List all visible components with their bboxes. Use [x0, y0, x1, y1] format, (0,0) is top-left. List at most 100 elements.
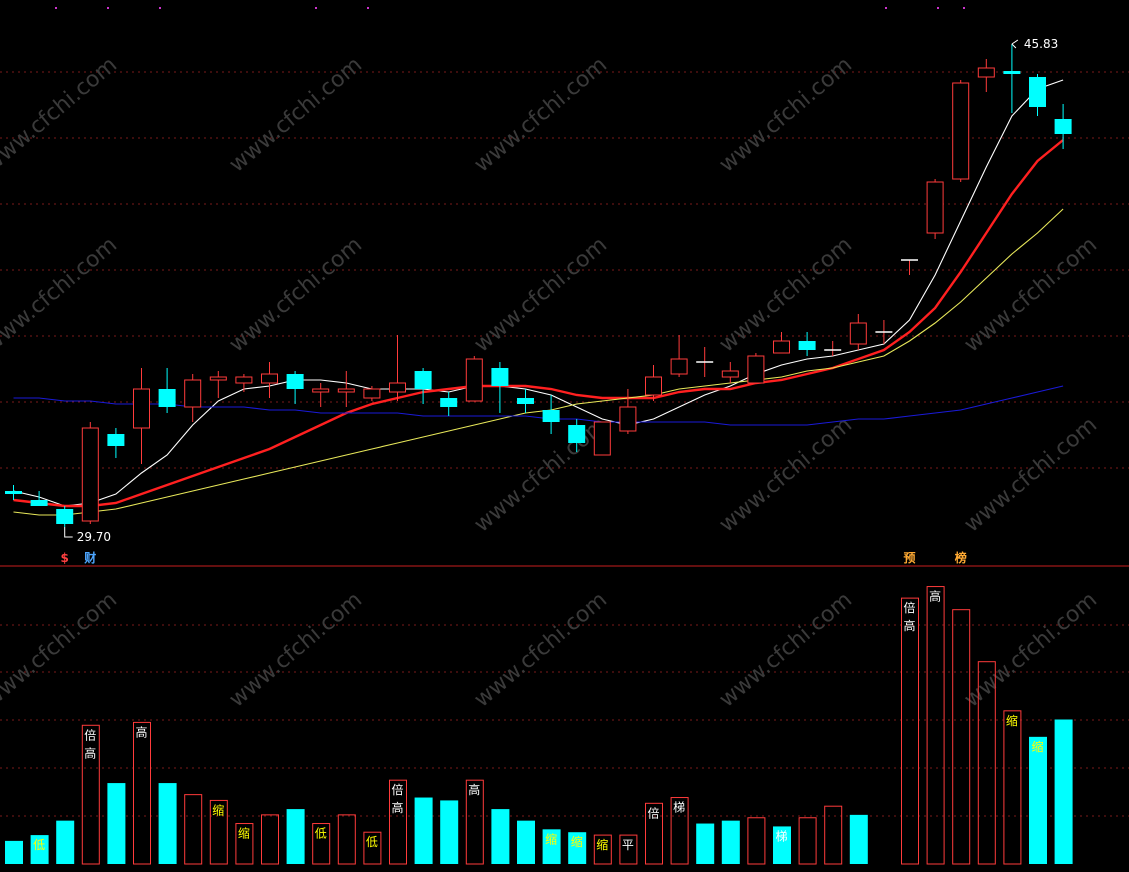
candle-body-up [184, 379, 202, 408]
top-marker-dot [885, 7, 887, 9]
volume-bar-up [261, 814, 279, 865]
volume-tag: 倍 [391, 782, 403, 797]
volume-bar [798, 817, 817, 865]
event-marker: 榜 [955, 550, 967, 565]
candle [645, 365, 662, 401]
volume-bar-down [491, 809, 510, 864]
volume-bar-up [798, 817, 817, 865]
volume-bar [158, 783, 177, 864]
candle [542, 395, 560, 434]
volume-bar-up [184, 794, 203, 865]
volume-bar [977, 661, 996, 865]
candle [721, 362, 739, 383]
watermark-text: www.cfchi.com [715, 52, 857, 177]
volume-bar-down [773, 826, 791, 864]
ma-line-ma10 [13, 139, 1064, 508]
candle-body-down [107, 434, 125, 446]
event-marker: 预 [903, 551, 915, 565]
max-pointer [1011, 39, 1019, 49]
candle [1029, 74, 1046, 116]
watermark-text: www.cfchi.com [0, 587, 122, 712]
volume-bar [696, 823, 715, 864]
volume-bar [747, 817, 766, 865]
candle [158, 368, 176, 413]
top-marker-dot [367, 7, 369, 9]
volume-bar-up [389, 779, 407, 865]
top-marker-dot [937, 7, 939, 9]
volume-bar-up [645, 802, 663, 865]
candle-body-up [926, 181, 944, 234]
volume-bar-down [849, 814, 868, 864]
volume-tag: 缩 [596, 837, 608, 852]
candle-body-down [568, 425, 586, 443]
volume-bar [952, 609, 971, 865]
volume-bar: 高 [133, 721, 151, 865]
volume-bar-down [5, 840, 23, 864]
event-marker: $ [61, 551, 69, 565]
max-price-label: 45.83 [1024, 37, 1058, 51]
grid-lines [0, 7, 1129, 817]
candle [952, 80, 970, 182]
volume-bar-down [30, 835, 49, 864]
volume-tag: 梯 [673, 801, 685, 815]
volume-bar [1054, 719, 1073, 864]
candle-body-down [414, 371, 432, 389]
candle [798, 332, 816, 356]
volume-bar-down [286, 809, 305, 864]
volume-bar [5, 840, 23, 864]
volume-bar-up [926, 586, 945, 865]
candle [670, 335, 688, 377]
top-marker-dot [107, 7, 109, 9]
candles [5, 44, 1072, 527]
candle-body-down [1003, 71, 1021, 74]
candle-body-up [261, 373, 278, 384]
volume-tag: 缩 [545, 831, 557, 846]
volume-bar-down [696, 823, 715, 864]
candle [696, 347, 714, 377]
volume-tag: 高 [135, 724, 147, 739]
volume-bar [261, 814, 279, 865]
candle-body-up [952, 82, 970, 180]
watermark-text: www.cfchi.com [225, 587, 367, 712]
volume-bar [824, 805, 843, 865]
candle-body-up [747, 355, 765, 384]
candle-body-up [133, 388, 150, 429]
volume-bar-up [824, 805, 843, 865]
volume-tag: 高 [468, 782, 480, 797]
volume-tag: 缩 [571, 834, 583, 849]
volume-bar-up [747, 817, 766, 865]
candle [517, 389, 534, 413]
candle-body-up [337, 388, 355, 393]
volume-bar-up [209, 799, 228, 865]
event-marker: 财 [83, 550, 96, 565]
volume-bar [440, 800, 459, 864]
volume-bar-up [593, 834, 612, 865]
volume-bar: 倍 [645, 802, 663, 865]
watermark-text: www.cfchi.com [960, 412, 1102, 537]
watermark-group: www.cfchi.com www.cfchi.com www.cfchi.com w… [0, 52, 1102, 712]
volume-bar-up [235, 823, 254, 865]
volume-tag: 缩 [238, 826, 250, 841]
candle [389, 335, 406, 401]
volume-tag: 低 [33, 838, 45, 852]
volume-bar [414, 797, 433, 864]
watermark-text: www.cfchi.com [470, 412, 612, 537]
candle [491, 362, 509, 413]
volume-bar-up [363, 831, 382, 865]
min-pointer [64, 527, 73, 538]
min-price-label: 29.70 [77, 530, 111, 544]
watermark-text: www.cfchi.com [470, 52, 612, 177]
event-markers: $ 财 预 榜 [61, 550, 967, 565]
volume-bar: 低 [312, 823, 331, 865]
volume-bar-up [670, 797, 689, 865]
volume-bar-down [158, 783, 177, 864]
volume-tag: 缩 [1031, 739, 1043, 754]
candle-body-up [849, 322, 867, 345]
candle [440, 392, 458, 416]
watermark-text: www.cfchi.com [715, 412, 857, 537]
volume-bar-down [1054, 719, 1073, 864]
volume-bar: 低 [363, 831, 382, 865]
volume-bar: 缩 [209, 799, 228, 865]
candle-body-up [593, 421, 611, 456]
